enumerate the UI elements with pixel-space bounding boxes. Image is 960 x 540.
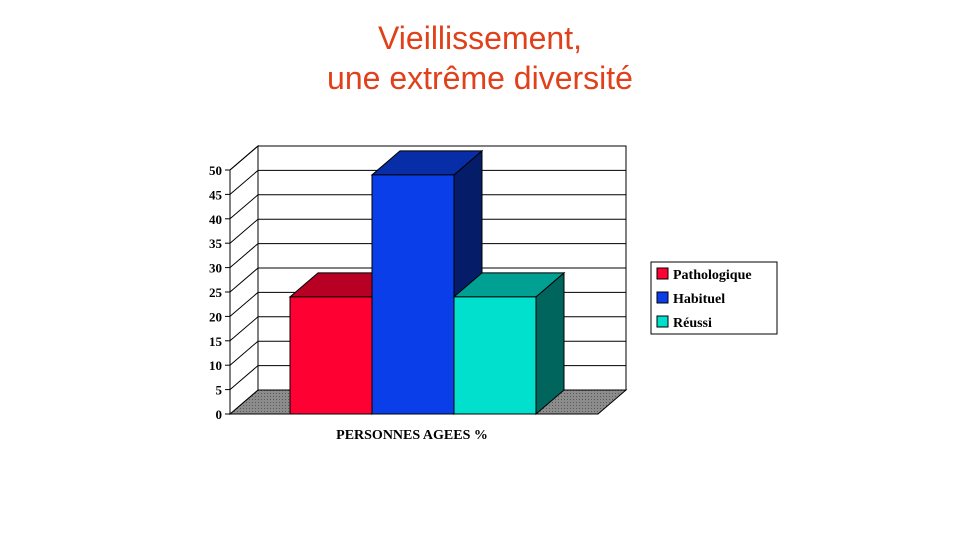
legend-box bbox=[650, 261, 778, 335]
y-tick-label: 25 bbox=[209, 285, 223, 300]
y-tick-label: 35 bbox=[209, 236, 223, 251]
legend-label: Réussi bbox=[673, 316, 712, 331]
bar-side bbox=[535, 271, 565, 416]
y-tick-label: 20 bbox=[209, 309, 222, 324]
y-tick-label: 0 bbox=[216, 407, 223, 422]
legend-swatch bbox=[656, 267, 669, 280]
gridline bbox=[229, 218, 626, 244]
y-tick-label: 45 bbox=[209, 187, 223, 202]
gridline bbox=[229, 145, 626, 171]
bar-réussi bbox=[452, 271, 566, 416]
y-tick-label: 30 bbox=[209, 261, 222, 276]
y-tick-label: 15 bbox=[209, 334, 223, 349]
gridline bbox=[229, 194, 626, 220]
legend-swatch bbox=[656, 315, 669, 328]
legend: Pathologique Habituel Réussi bbox=[650, 261, 778, 335]
legend-label: Habituel bbox=[673, 292, 725, 307]
y-axis: 0 5 10 15 20 25 30 35 40 45 50 bbox=[209, 163, 598, 422]
bar-front bbox=[453, 296, 537, 415]
y-tick-label: 10 bbox=[209, 358, 222, 373]
legend-label: Pathologique bbox=[673, 268, 752, 283]
gridline bbox=[229, 169, 626, 195]
bar-front bbox=[289, 296, 373, 415]
y-tick-label: 40 bbox=[209, 212, 222, 227]
bar-front bbox=[371, 174, 455, 415]
slide-title: Vieillissement, une extrême diversité bbox=[0, 18, 960, 98]
x-axis-label: PERSONNES AGEES % bbox=[336, 428, 488, 443]
slide-title-line-2: une extrême diversité bbox=[327, 60, 633, 96]
y-tick-label: 5 bbox=[216, 383, 223, 398]
gridline bbox=[229, 243, 626, 268]
y-tick-label: 50 bbox=[209, 163, 222, 178]
gridline bbox=[229, 267, 626, 293]
legend-swatch bbox=[656, 291, 669, 304]
slide-title-line-1: Vieillissement, bbox=[378, 20, 582, 56]
bars bbox=[288, 149, 566, 416]
